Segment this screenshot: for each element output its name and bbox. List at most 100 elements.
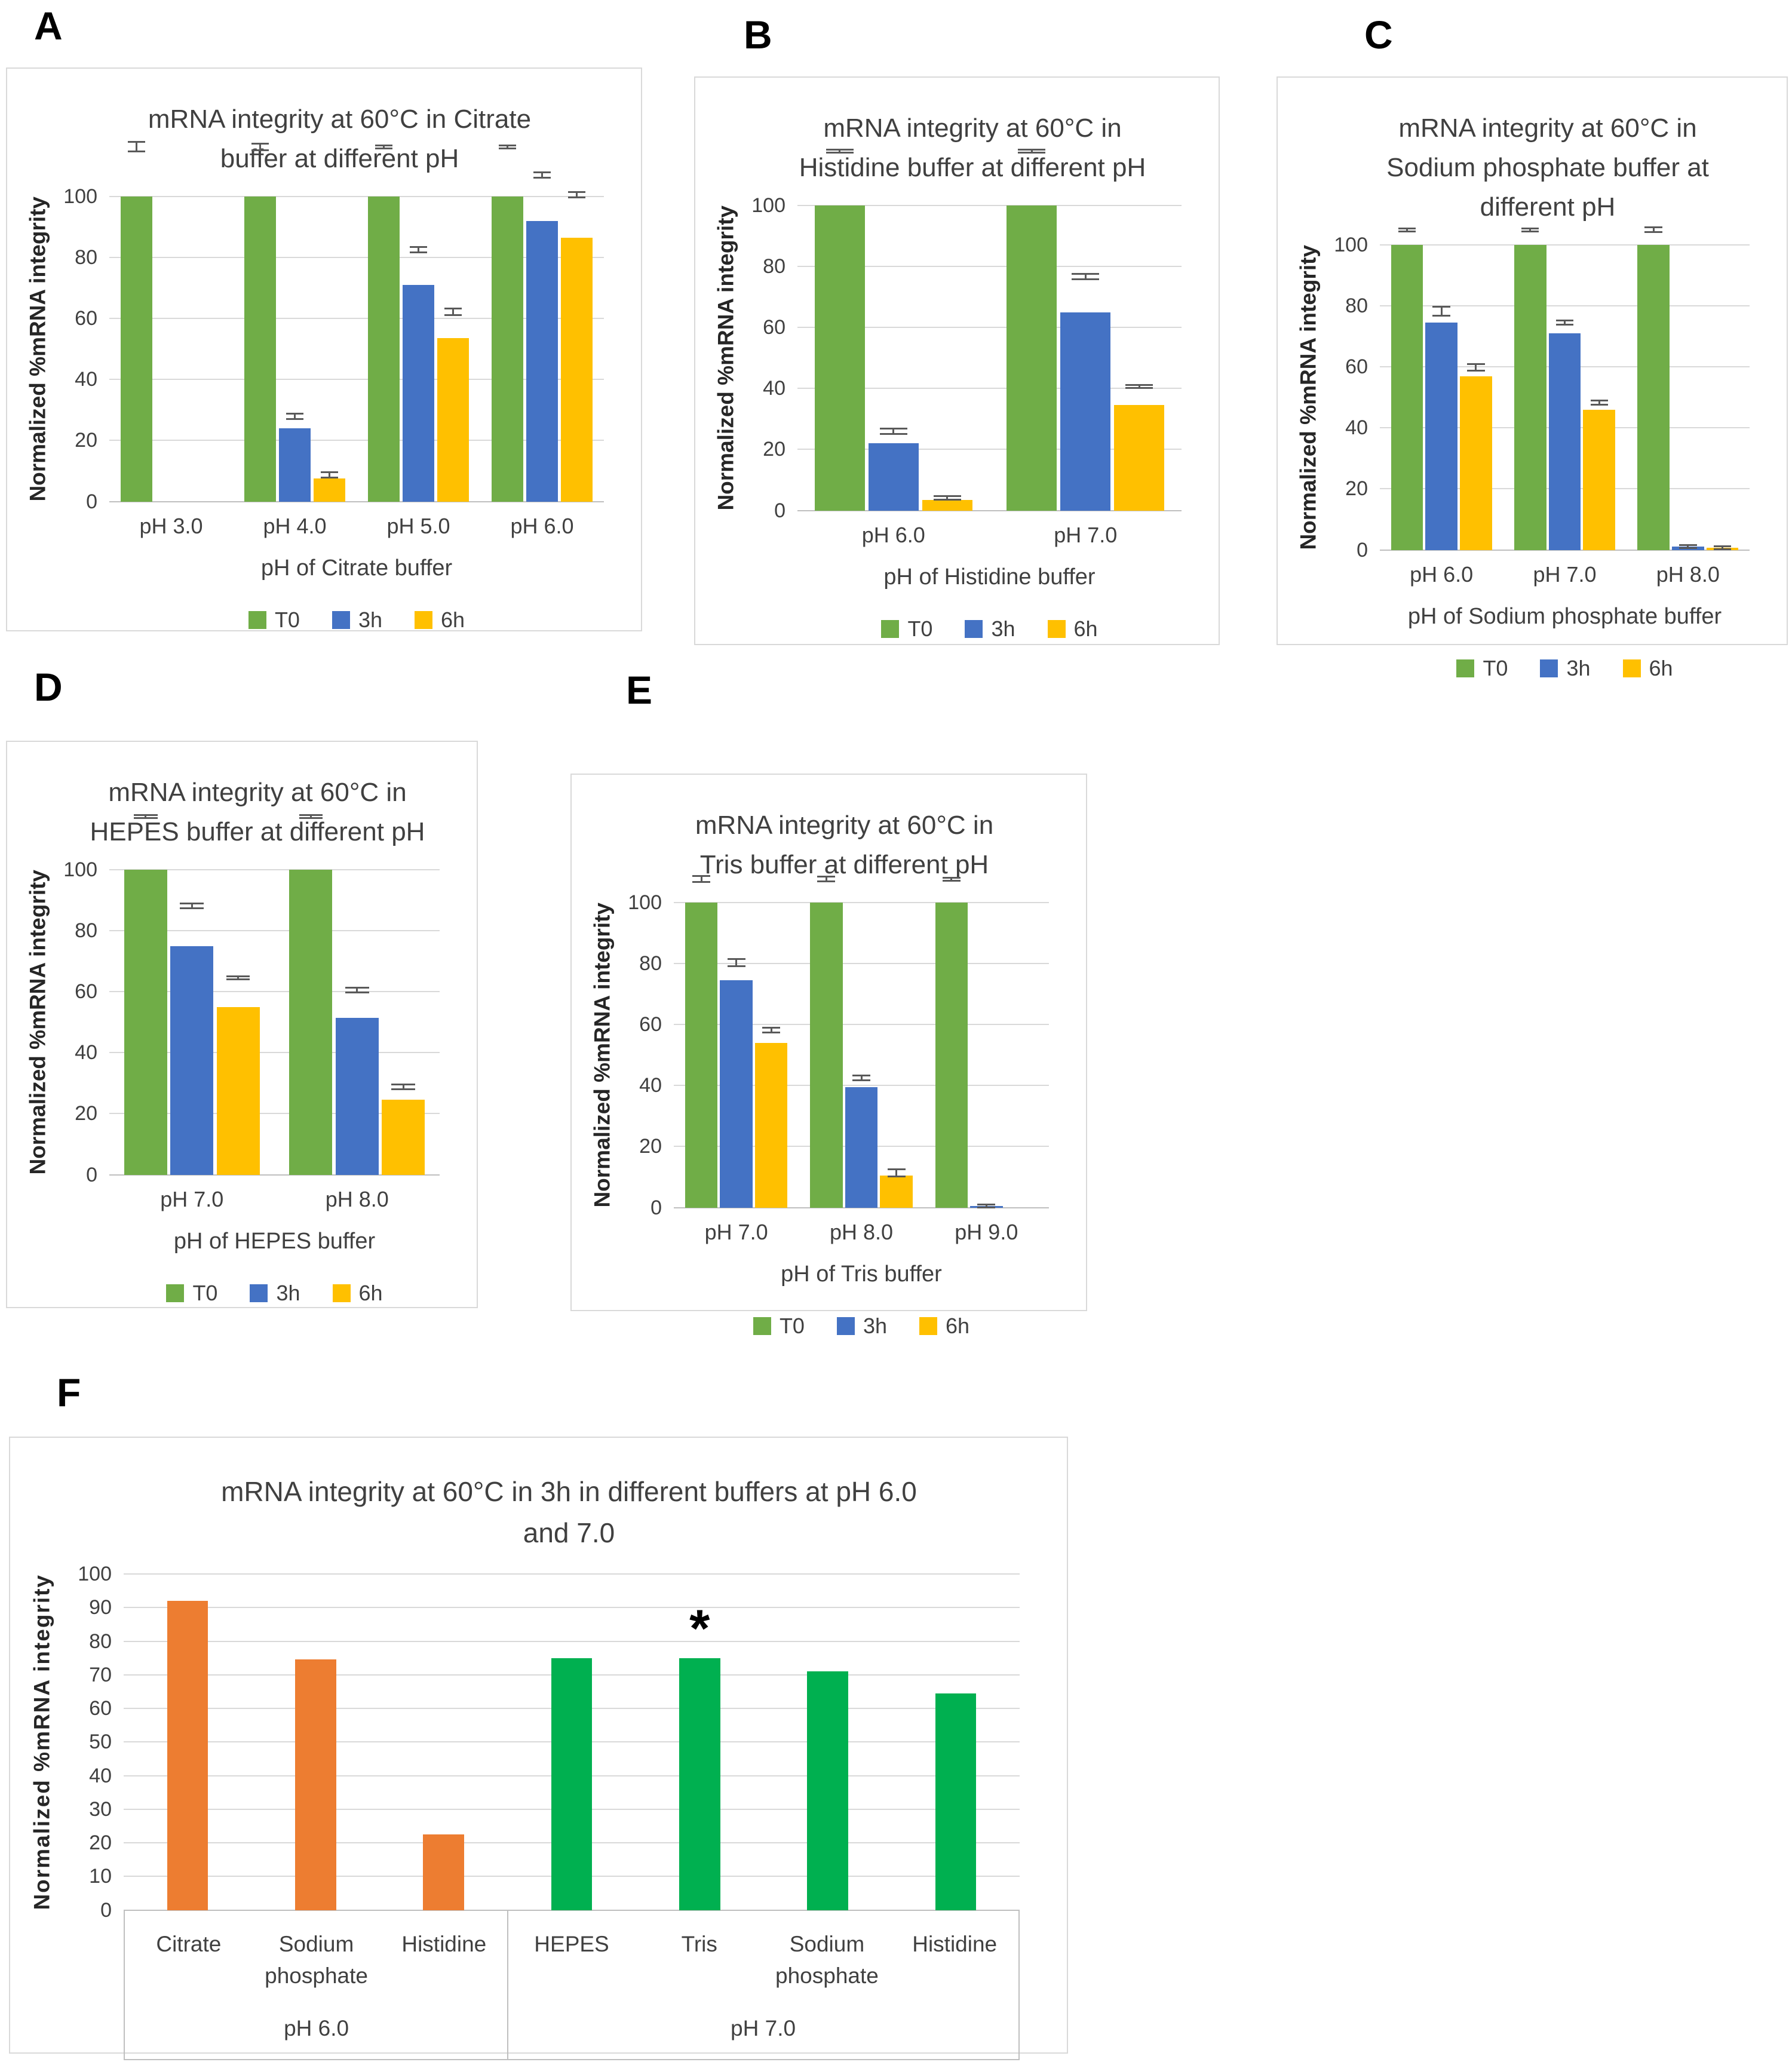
y-tick-label: 10 [89, 1865, 112, 1888]
error-bar [145, 814, 147, 818]
error-bar [1598, 400, 1600, 406]
gridline [109, 257, 604, 259]
x-tick-label: pH 6.0 [510, 513, 574, 538]
plot-area [109, 814, 440, 1176]
bar-group [109, 870, 275, 1175]
error-bar [770, 1027, 772, 1033]
legend-label: 6h [946, 1313, 970, 1338]
chart-title: mRNA integrity at 60°C in 3h in differen… [97, 1471, 1041, 1554]
chart-title-line: HEPES buffer at different pH [90, 817, 425, 846]
y-tick-label: 0 [774, 499, 785, 522]
chart-title-line: Histidine buffer at different pH [799, 153, 1146, 182]
error-bar [418, 247, 419, 253]
error-bar [1440, 306, 1443, 317]
error-bar [1652, 227, 1655, 232]
buffer-name-row: Citrate Sodium phosphate Histidine HEPES Tri… [125, 1910, 1018, 1992]
legend-item: 6h [919, 1314, 969, 1339]
legend-label: 3h [991, 616, 1015, 641]
x-tick-label: pH 8.0 [829, 1219, 894, 1244]
bar-group [275, 870, 440, 1175]
gridline [124, 1573, 1020, 1575]
buffer-name-label: Sodium phosphate [775, 1931, 879, 1989]
bar-6h [560, 237, 593, 502]
bar-group [674, 903, 799, 1208]
legend: T0 3h 6h [109, 1281, 440, 1306]
legend: T0 3h 6h [797, 616, 1182, 642]
legend-label: 6h [441, 607, 465, 632]
chart-title-line: mRNA integrity at 60°C in [823, 113, 1122, 143]
bar-6h [382, 1100, 425, 1175]
y-tick-label: 60 [75, 307, 97, 330]
y-tick-label: 40 [75, 368, 97, 391]
x-axis-line [109, 501, 604, 502]
error-bar [1475, 363, 1477, 372]
x-axis-line [674, 1207, 1049, 1208]
error-bar [259, 143, 262, 151]
legend-item: 3h [1540, 656, 1591, 681]
plot-area [109, 140, 604, 502]
gridline [674, 963, 1049, 965]
panel-letter-a: A [34, 4, 63, 48]
y-tick-label: 80 [763, 255, 785, 278]
legend-label: 3h [863, 1313, 887, 1338]
legend-swatch-3h [1540, 659, 1558, 677]
y-axis-ticks: 0 20 40 60 80 100 [617, 892, 674, 1218]
y-tick-label: 60 [763, 316, 785, 339]
gridline [109, 196, 604, 197]
panel-letter-b: B [744, 13, 772, 57]
legend-swatch-6h [919, 1317, 937, 1335]
bar-group [799, 903, 923, 1208]
bar-6h [1460, 376, 1492, 550]
y-tick-label: 40 [1345, 416, 1368, 440]
bars-layer [124, 1574, 1020, 1910]
bars-layer [674, 903, 1049, 1208]
bars-layer [1380, 245, 1750, 550]
x-axis-line [797, 510, 1182, 511]
error-bar [309, 814, 312, 818]
legend-item: T0 [881, 616, 932, 642]
bar-3h [278, 428, 311, 502]
chart-title: mRNA integrity at 60°C in HEPES buffer at… [65, 773, 450, 852]
panel-a-citrate-chart: mRNA integrity at 60°C in Citrate buffer … [6, 67, 642, 633]
plot-area [797, 148, 1182, 511]
y-tick-label: 40 [89, 1764, 112, 1787]
bar-T0 [491, 197, 524, 502]
gridline [124, 1640, 1020, 1642]
bar-3h [868, 443, 919, 511]
y-tick-label: 100 [63, 858, 97, 881]
error-bar [356, 987, 358, 993]
panel-letter-e: E [626, 668, 653, 712]
bar-3h [1548, 333, 1581, 550]
gridline [797, 266, 1182, 268]
bar-group [763, 1574, 891, 1910]
x-tick-label: pH 7.0 [1054, 522, 1118, 547]
legend-item: T0 [248, 607, 300, 633]
panel-c-sodium-phosphate-chart: mRNA integrity at 60°C in Sodium phosphat… [1277, 76, 1788, 680]
panel-d-hepes-chart: mRNA integrity at 60°C in HEPES buffer at… [6, 741, 478, 1308]
y-tick-label: 20 [89, 1831, 112, 1855]
bar [935, 1693, 977, 1910]
error-bar [985, 1204, 987, 1208]
bar [423, 1834, 464, 1910]
legend-label: 6h [1649, 655, 1673, 680]
plot-area [674, 875, 1049, 1208]
gridline [674, 1024, 1049, 1026]
bar-group [508, 1574, 636, 1910]
error-bar [1722, 545, 1724, 550]
y-axis-ticks: 0 20 40 60 80 100 [53, 186, 109, 512]
y-tick-label: 80 [75, 919, 97, 943]
buffer-name-label: Histidine [401, 1931, 487, 1956]
y-tick-label: 60 [1345, 355, 1368, 379]
y-tick-label: 20 [763, 438, 785, 461]
gridline [674, 902, 1049, 903]
bar-3h [1425, 323, 1457, 550]
x-tick-label: pH 8.0 [1656, 561, 1720, 587]
legend-swatch-T0 [753, 1317, 771, 1335]
gridline [1380, 305, 1750, 307]
y-tick-label: 100 [751, 194, 785, 217]
error-bar [402, 1084, 404, 1090]
y-axis-ticks: 0 20 40 60 80 100 [1323, 235, 1380, 560]
gridline [797, 449, 1182, 450]
bar-group [233, 197, 357, 502]
legend-label: T0 [274, 607, 300, 632]
